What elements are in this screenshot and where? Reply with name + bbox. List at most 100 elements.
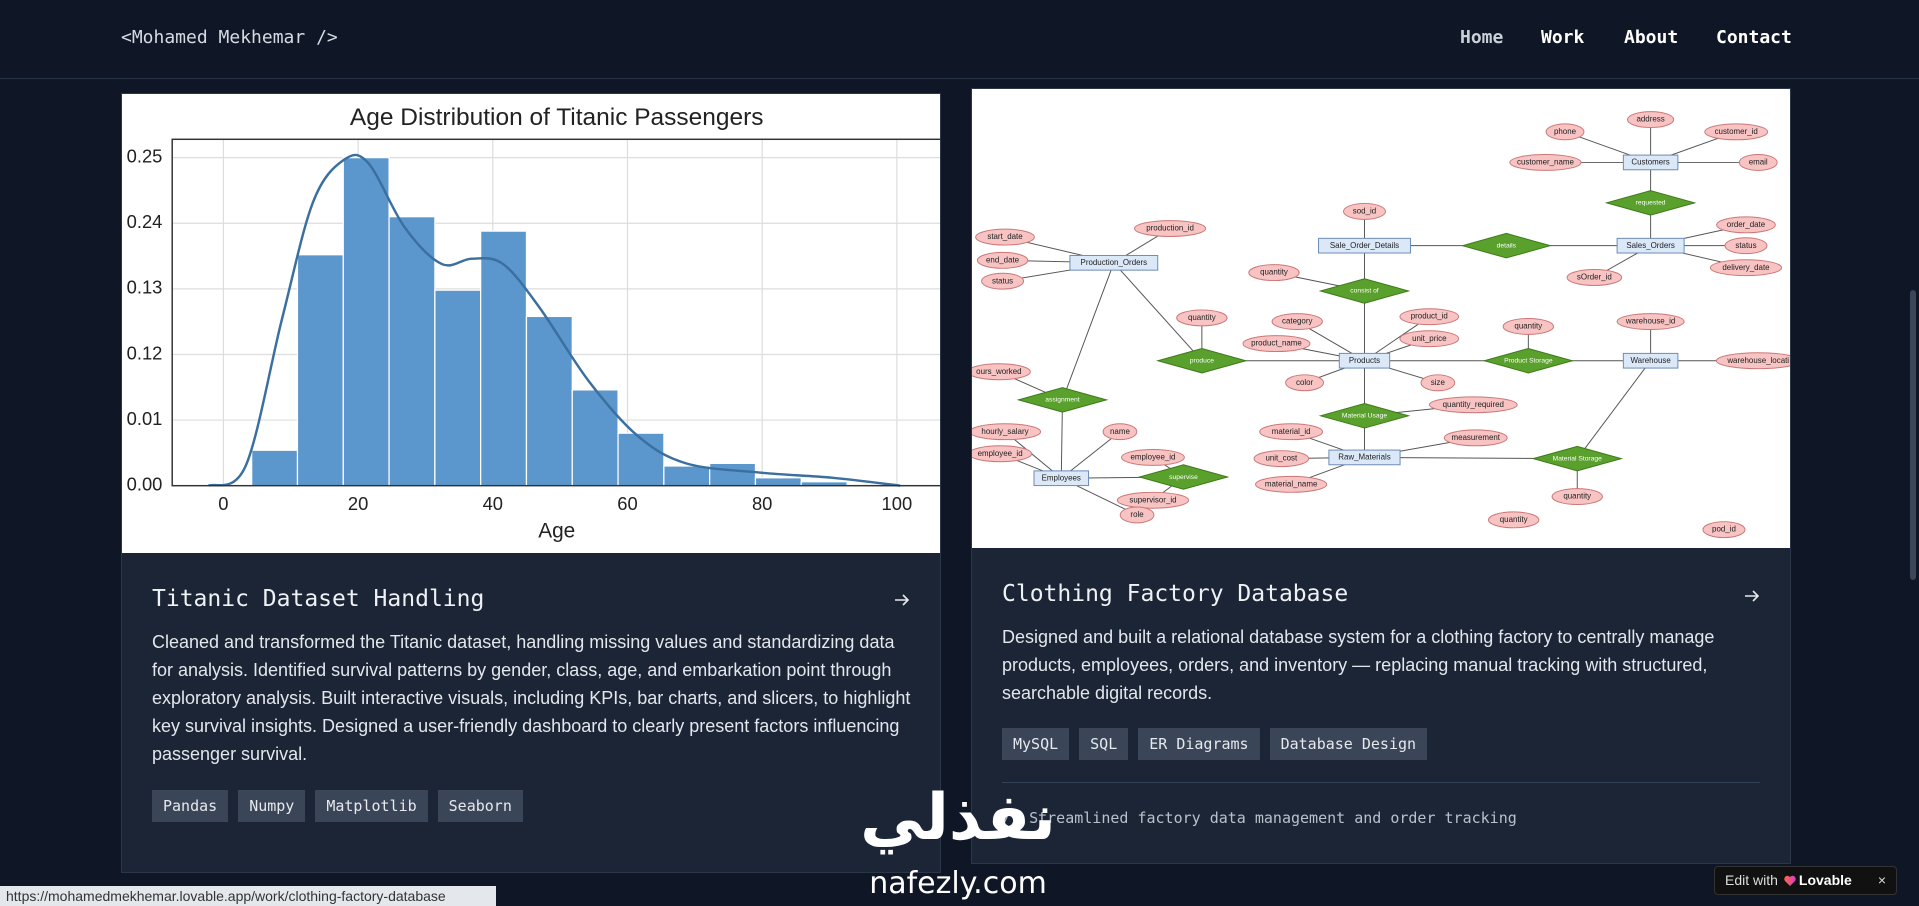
er-relationship: [1156, 347, 1248, 374]
er-relationship: [1531, 445, 1624, 472]
er-edge: [1062, 262, 1115, 401]
er-label: Product Storage: [1504, 358, 1553, 365]
er-attribute: [1724, 237, 1768, 255]
project-note: // Streamlined factory data management a…: [1002, 809, 1517, 827]
er-relationship: [1318, 403, 1411, 429]
nav-link[interactable]: Home: [1460, 27, 1504, 48]
er-attribute: [975, 228, 1035, 246]
er-attribute: [981, 272, 1025, 290]
histogram-bar: [754, 477, 802, 487]
er-label: requested: [1636, 200, 1666, 207]
badge-brand: Lovable: [1798, 872, 1852, 888]
histogram-bar: [388, 216, 436, 487]
er-edge: [1060, 399, 1063, 479]
er-attribute: [1242, 335, 1311, 353]
histogram-bar: [571, 389, 619, 487]
er-attribute: [1716, 216, 1776, 234]
y-tick-label: 0.12: [127, 342, 163, 363]
er-label: unit_price: [1412, 334, 1447, 343]
kde-line: [208, 153, 901, 487]
er-label: material_name: [1265, 479, 1318, 488]
watermark-latin: nafezly.com: [869, 866, 1047, 901]
er-label: sod_id: [1353, 206, 1376, 215]
er-label: quantity_required: [1443, 400, 1504, 409]
logo[interactable]: <Mohamed Mekhemar />: [121, 27, 338, 48]
er-label: product_name: [1251, 339, 1302, 348]
er-attribute: [1616, 313, 1685, 331]
edit-badge[interactable]: Edit with Lovable ×: [1714, 866, 1897, 895]
er-diagram-image: Customers Sales_Orders Sale_Order_Details P…: [972, 89, 1790, 548]
project-card[interactable]: Age Distribution of Titanic Passengers 0 2…: [121, 93, 941, 873]
er-relationship: [1016, 387, 1109, 413]
er-label: start_date: [987, 232, 1023, 241]
plot-frame: [171, 138, 940, 487]
histogram-bar: [251, 449, 299, 487]
er-label: status: [1735, 241, 1756, 250]
x-axis-label: Age: [538, 520, 575, 543]
er-label: name: [1110, 427, 1130, 436]
header: <Mohamed Mekhemar /> Home Work About Con…: [0, 0, 1919, 79]
x-tick-label: 40: [483, 493, 503, 514]
er-attribute: [1259, 423, 1324, 441]
er-entity: [1616, 237, 1685, 254]
er-entity: [1318, 237, 1411, 254]
x-tick-label: 0: [218, 493, 228, 514]
er-entity: [1328, 449, 1401, 466]
er-relationship: [1604, 190, 1697, 216]
er-attribute: [972, 363, 1031, 381]
er-entity: [1622, 352, 1679, 369]
er-label: Warehouse: [1630, 356, 1671, 365]
er-entity: [1338, 352, 1391, 369]
er-label: quantity: [1500, 515, 1528, 524]
y-tick-label: 0.25: [127, 146, 163, 167]
er-entity: [1069, 254, 1159, 271]
chart-image: Age Distribution of Titanic Passengers 0 2…: [122, 94, 940, 553]
er-edge: [1576, 360, 1652, 459]
er-label: Products: [1349, 356, 1380, 365]
er-attribute: [1487, 511, 1540, 529]
er-attribute: [1715, 352, 1790, 370]
er-attribute: [1121, 448, 1185, 466]
er-attribute: [1545, 123, 1585, 141]
er-relationship: [1318, 278, 1411, 304]
er-label: Material Usage: [1342, 413, 1387, 420]
nav-link[interactable]: Work: [1541, 27, 1585, 48]
er-attribute: [972, 445, 1033, 463]
arrow-icon[interactable]: [1744, 588, 1760, 604]
er-attribute: [1443, 429, 1508, 447]
er-attribute: [1116, 491, 1190, 509]
er-label: Employees: [1042, 473, 1081, 482]
nav-link[interactable]: About: [1624, 27, 1679, 48]
er-attribute: [1704, 123, 1769, 141]
er-attribute: [1420, 374, 1456, 392]
tag: Seaborn: [437, 790, 523, 822]
er-attribute: [1738, 153, 1778, 171]
project-description: Cleaned and transformed the Titanic data…: [152, 632, 911, 764]
tag: MySQL: [1002, 728, 1070, 760]
er-label: Raw_Materials: [1338, 453, 1390, 462]
er-label: Material Storage: [1553, 455, 1603, 462]
er-label: sOrder_id: [1577, 273, 1612, 282]
tag: Pandas: [152, 790, 229, 822]
er-label: unit_cost: [1265, 454, 1298, 463]
er-attribute: [972, 423, 1042, 441]
er-attribute: [1709, 259, 1783, 277]
scrollbar[interactable]: [1910, 290, 1916, 580]
project-title: Titanic Dataset Handling: [152, 586, 485, 612]
tag-list: MySQL SQL ER Diagrams Database Design: [1002, 728, 1428, 760]
er-attribute: [1134, 220, 1207, 237]
er-relationship: [1137, 464, 1230, 490]
er-label: warehouse_id: [1625, 317, 1675, 326]
er-label: details: [1497, 242, 1517, 249]
tag: Matplotlib: [315, 790, 428, 822]
project-card[interactable]: Customers Sales_Orders Sale_Order_Details P…: [971, 88, 1791, 864]
nav-link[interactable]: Contact: [1716, 27, 1792, 48]
arrow-icon[interactable]: [894, 592, 910, 608]
status-url: https://mohamedmekhemar.lovable.app/work…: [0, 886, 496, 906]
close-button[interactable]: ×: [1877, 872, 1886, 888]
er-label: measurement: [1452, 433, 1501, 442]
er-label: product_id: [1411, 312, 1448, 321]
er-attribute: [1551, 488, 1603, 506]
er-attribute: [1119, 506, 1155, 524]
er-label: quantity: [1514, 322, 1542, 331]
